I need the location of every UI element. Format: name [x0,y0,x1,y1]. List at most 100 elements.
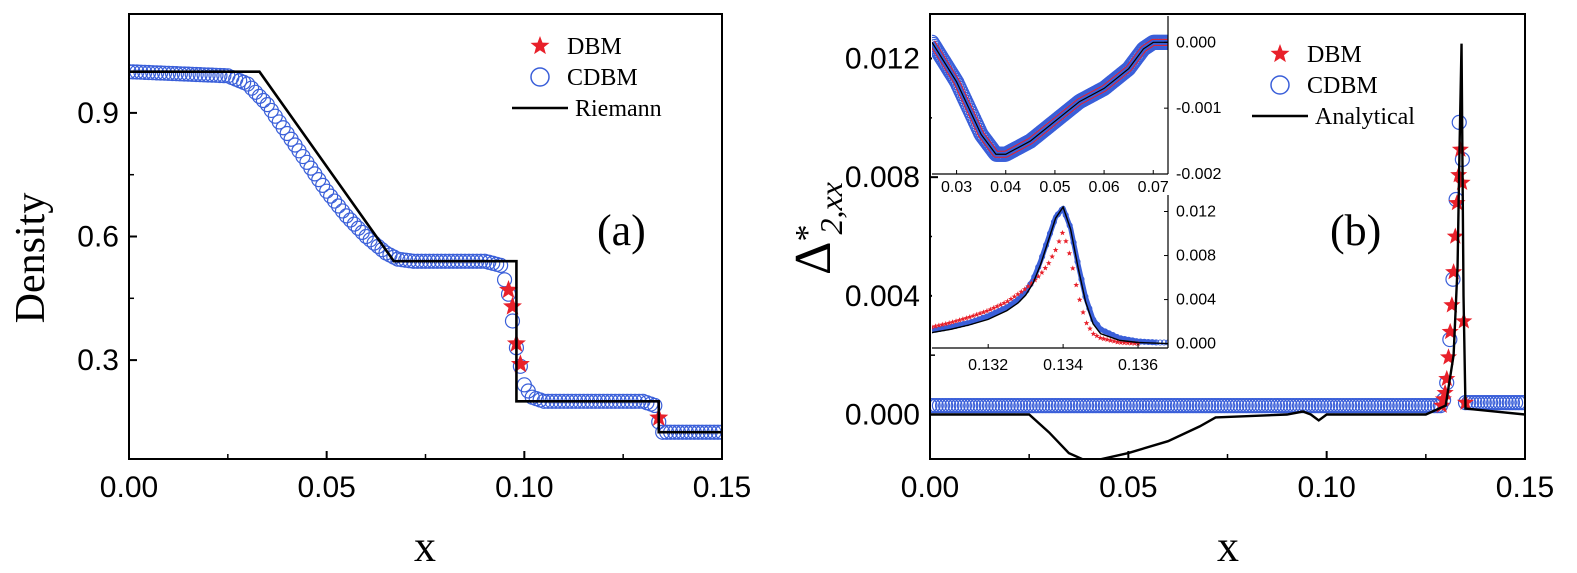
cdbm-point [944,398,960,414]
cdbm-point [192,67,208,83]
y-tick-label: 0.3 [77,344,119,377]
cdbm-point [1185,398,1201,414]
cdbm-point [160,65,177,81]
cdbm-point [1213,398,1229,414]
panel-b-legend: DBM CDBM Analytical [1252,42,1415,130]
y-tick-label: 0.000 [1176,34,1216,51]
cdbm-point [1486,395,1502,411]
cdbm-point [1410,398,1427,414]
cdbm-point [1244,398,1261,414]
cdbm-point [247,84,264,100]
dbm-point [984,308,990,314]
cdbm-point [1232,398,1248,414]
dbm-point [946,320,953,326]
cdbm-point [1260,398,1276,414]
cdbm-point [1125,398,1142,414]
cdbm-point [1351,398,1367,414]
dbm-point [1042,265,1049,271]
cdbm-point [1113,398,1129,414]
dbm-point [932,323,939,329]
cdbm-point [1342,398,1358,414]
cdbm-point [1003,398,1020,414]
cdbm-point [1514,395,1525,411]
dbm-point [1025,283,1031,289]
inset-lower: 0.132 0.134 0.136 0.000 0.004 0.008 0.012 [932,195,1216,374]
cdbm-point [1129,398,1145,414]
dbm-point [1443,296,1461,313]
cdbm-point [164,65,181,82]
cdbm-point [1360,398,1377,414]
cdbm-point [208,67,224,83]
cdbm-point [1100,398,1117,414]
legend-label: CDBM [1307,73,1378,99]
cdbm-point [1154,398,1170,414]
cdbm-point [1335,398,1351,414]
cdbm-point [930,398,941,414]
panel-a-legend: DBM CDBM Riemann [512,34,662,122]
dbm-point [997,301,1004,308]
dbm-point [1445,263,1463,280]
cdbm-point [1238,398,1254,414]
dbm-point [1438,369,1456,387]
dbm-point [499,280,519,299]
cdbm-point [1028,398,1045,414]
cdbm-point [493,257,509,273]
legend-star-icon [530,36,550,55]
cdbm-point [1025,398,1041,414]
cdbm-point [1382,398,1398,414]
cdbm-point [1276,398,1292,414]
panel-a-ylabel: Density [8,193,54,324]
cdbm-point [1489,395,1505,411]
cdbm-point [1013,398,1029,414]
cdbm-point [1414,398,1430,414]
y-tick-label: 0.004 [1176,292,1216,309]
cdbm-point [188,66,204,83]
y-tick-label: 0.9 [77,97,119,130]
legend-label: DBM [567,34,622,60]
cdbm-point [1078,398,1095,414]
panel-a-axes: 0.00 0.05 0.10 0.15 0.3 0.6 0.9 [77,97,751,504]
cdbm-point [204,67,220,83]
cdbm-point [330,198,347,214]
cdbm-point [1316,398,1333,414]
cdbm-point [1354,398,1370,414]
cdbm-point [1373,398,1389,414]
dbm-point [1087,325,1093,332]
dbm-point [1446,227,1464,244]
cdbm-point [1147,398,1164,414]
dbm-point [1066,250,1073,256]
dbm-point [932,324,935,330]
y-tick-label: -0.002 [1176,166,1221,183]
cdbm-point [1251,398,1267,414]
cdbm-point [346,216,362,232]
cdbm-point [1235,398,1251,414]
cdbm-point [1310,398,1326,414]
dbm-point [1114,339,1121,345]
cdbm-point [1161,339,1168,346]
dbm-point [1448,194,1466,211]
cdbm-point [1241,398,1258,414]
legend-label: CDBM [567,65,638,91]
y-tick-label: 0.008 [845,161,920,194]
cdbm-point [1492,395,1508,411]
cdbm-point [1197,398,1214,414]
panel-a-data [129,64,722,440]
dbm-point [973,311,980,318]
cdbm-point [1191,398,1207,414]
legend-label: DBM [1307,42,1362,68]
series-analytical-line [932,41,1168,155]
dbm-point [1100,335,1107,342]
dbm-point [1059,229,1066,236]
cdbm-point [972,398,988,414]
cdbm-point [1132,398,1148,414]
dbm-point [1107,337,1114,343]
cdbm-point [1107,398,1123,414]
series-analytical-line [932,205,1168,345]
series-riemann-line [129,70,722,434]
y-tick-label: 0.6 [77,221,119,254]
cdbm-point [1053,398,1070,414]
dbm-point [994,303,1001,309]
x-tick-label: 0.00 [901,471,959,504]
cdbm-point [323,188,339,204]
cdbm-point [1332,398,1348,414]
